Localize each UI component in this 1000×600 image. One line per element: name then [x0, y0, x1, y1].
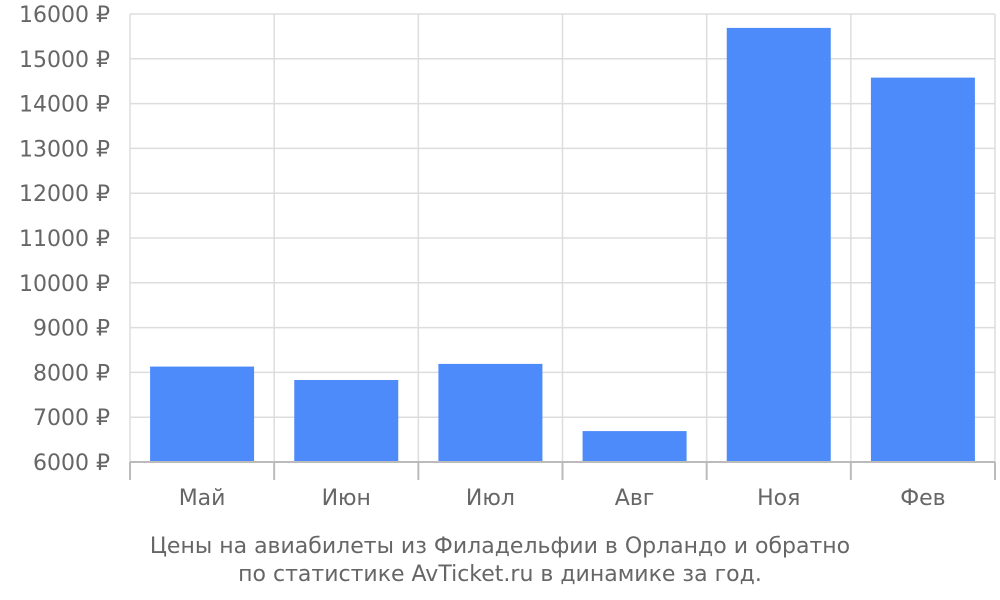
tick-labels: 6000 ₽ 7000 ₽ 8000 ₽ 9000 ₽ 10000 ₽ 11000 ₽ 12…	[19, 3, 946, 511]
y-tick-label: 11000 ₽	[19, 227, 110, 252]
bar-2	[294, 380, 399, 462]
axes	[129, 461, 996, 480]
y-tick-label: 16000 ₽	[19, 3, 110, 28]
x-tick-label: Фев	[900, 486, 945, 511]
y-tick-label: 15000 ₽	[19, 48, 110, 73]
y-tick-label: 12000 ₽	[19, 182, 110, 207]
y-tick-label: 9000 ₽	[33, 317, 110, 342]
y-tick-label: 6000 ₽	[33, 451, 110, 476]
y-tick-label: 14000 ₽	[19, 93, 110, 118]
y-tick-label: 7000 ₽	[33, 406, 110, 431]
bar-4	[582, 431, 687, 462]
bar-3	[438, 363, 543, 462]
bar-6	[870, 77, 975, 462]
bar-5	[726, 27, 831, 462]
x-tick-label: Июл	[466, 486, 515, 511]
grid-lines	[129, 13, 996, 463]
x-tick-label: Июн	[322, 486, 371, 511]
x-tick-label: Май	[179, 486, 226, 511]
x-tick-label: Авг	[615, 486, 655, 511]
bars	[150, 27, 975, 462]
chart-caption-line-1: Цены на авиабилеты из Филадельфии в Орла…	[149, 534, 851, 559]
y-tick-label: 10000 ₽	[19, 272, 110, 297]
bar-chart: 6000 ₽ 7000 ₽ 8000 ₽ 9000 ₽ 10000 ₽ 11000 ₽ 12…	[19, 3, 996, 511]
y-tick-label: 13000 ₽	[19, 137, 110, 162]
y-tick-label: 8000 ₽	[33, 361, 110, 386]
chart-caption-line-2: по статистике AvTicket.ru в динамике за …	[238, 562, 762, 587]
bar-1	[150, 366, 255, 462]
x-tick-label: Ноя	[757, 486, 800, 511]
